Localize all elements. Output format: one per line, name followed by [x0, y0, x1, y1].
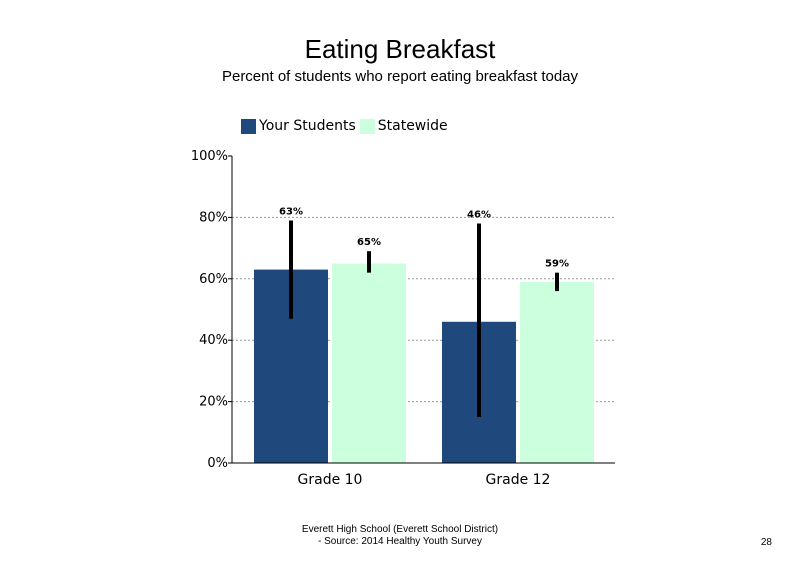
- y-tick-label: 0%: [207, 456, 228, 471]
- y-tick-label: 100%: [191, 149, 228, 164]
- footer: Everett High School (Everett School Dist…: [200, 524, 600, 548]
- x-category-label: Grade 10: [298, 472, 363, 488]
- chart-subtitle: Percent of students who report eating br…: [221, 68, 579, 85]
- footer-source: - Source: 2014 Healthy Youth Survey: [318, 536, 482, 547]
- footer-school: Everett High School (Everett School Dist…: [301, 524, 499, 535]
- y-tick-label: 20%: [199, 395, 228, 410]
- legend-swatch-statewide: [359, 118, 375, 134]
- bar: [520, 281, 594, 463]
- data-label: 65%: [357, 237, 381, 248]
- legend-item-your-students: Your Students: [241, 118, 356, 134]
- page-number: 28: [760, 537, 772, 548]
- legend-label-statewide: Statewide: [377, 118, 448, 134]
- legend-label-your-students: Your Students: [259, 118, 356, 134]
- chart-title: Eating Breakfast: [304, 34, 496, 64]
- legend-item-statewide: Statewide: [359, 118, 448, 134]
- data-label: 63%: [279, 206, 303, 217]
- y-tick-label: 40%: [199, 333, 228, 348]
- legend: Your Students Statewide: [241, 118, 452, 134]
- legend-swatch-your-students: [241, 118, 256, 134]
- x-category-label: Grade 12: [486, 472, 551, 488]
- data-label: 46%: [467, 210, 491, 221]
- data-label: 59%: [545, 259, 569, 270]
- y-tick-label: 60%: [199, 272, 228, 287]
- y-tick-label: 80%: [199, 210, 228, 225]
- bar: [332, 263, 406, 463]
